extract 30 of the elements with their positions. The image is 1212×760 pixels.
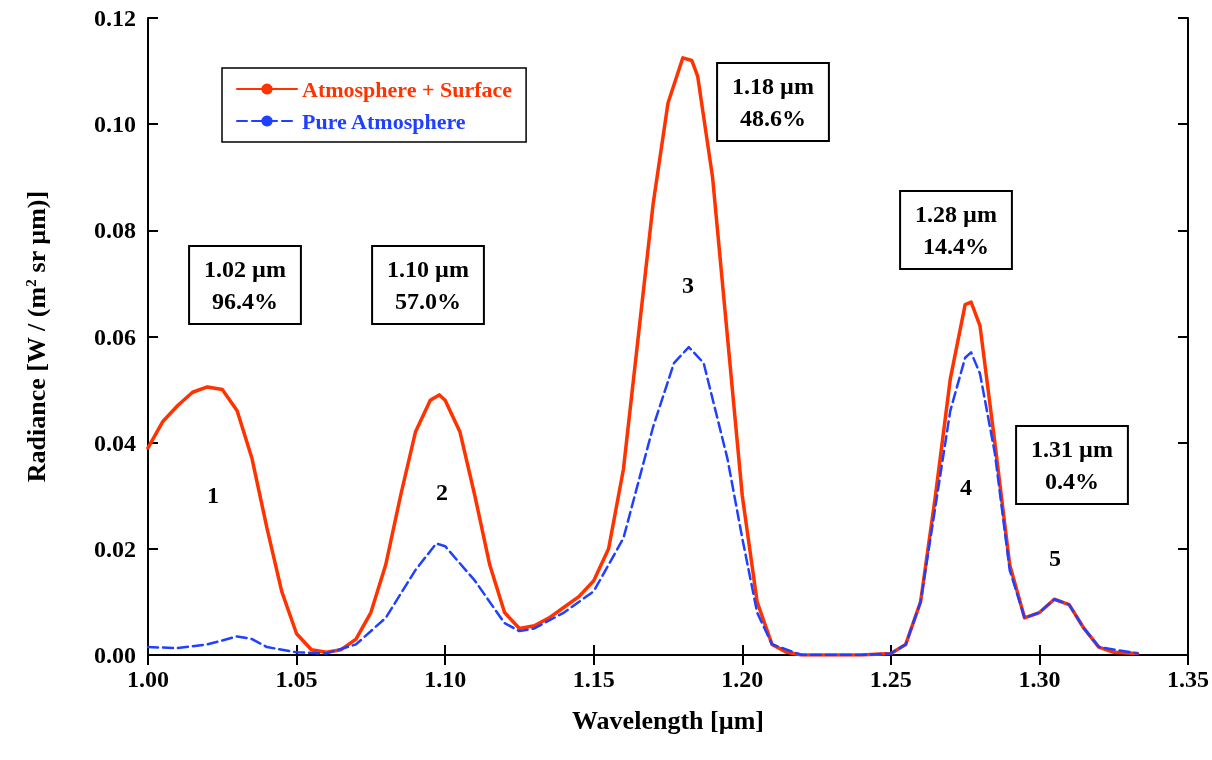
annotation: 1.02 µm 96.4% <box>204 256 286 314</box>
annotation: 1.28 µm 14.4% <box>915 201 997 259</box>
y-tick-label: 0.08 <box>94 217 136 244</box>
y-axis-title: Radiance [W / (m2 sr µm)] <box>22 190 51 483</box>
annotation: 1.10 µm 57.0% <box>387 256 469 314</box>
y-tick-label: 0.00 <box>94 642 136 668</box>
x-tick-label: 1.20 <box>721 666 764 692</box>
annotation: 1 <box>207 482 219 508</box>
x-tick-label: 1.00 <box>127 666 169 692</box>
x-tick-label: 1.10 <box>424 666 467 692</box>
x-tick-label: 1.05 <box>275 666 318 692</box>
legend-label: Atmosphere + Surface <box>302 76 513 102</box>
y-tick-label: 0.02 <box>94 535 136 562</box>
x-tick-label: 1.25 <box>869 666 912 692</box>
y-tick-label: 0.10 <box>94 111 136 138</box>
annotation: 1.18 µm 48.6% <box>732 73 814 131</box>
y-tick-label: 0.12 <box>94 5 136 31</box>
x-tick-label: 1.35 <box>1167 666 1209 692</box>
annotation: 4 <box>960 474 972 500</box>
annotation: 2 <box>436 479 448 505</box>
y-tick-label: 0.04 <box>94 429 136 456</box>
y-tick-label: 0.06 <box>94 323 136 350</box>
annotation: 3 <box>682 272 694 298</box>
annotation: 1.31 µm 0.4% <box>1031 436 1113 494</box>
line-series <box>146 345 1139 657</box>
legend-label: Pure Atmosphere <box>302 108 466 134</box>
x-axis-title: Wavelength [µm] <box>572 705 764 735</box>
x-tick-label: 1.30 <box>1018 666 1061 692</box>
annotation: 5 <box>1049 545 1061 571</box>
x-tick-label: 1.15 <box>572 666 615 692</box>
